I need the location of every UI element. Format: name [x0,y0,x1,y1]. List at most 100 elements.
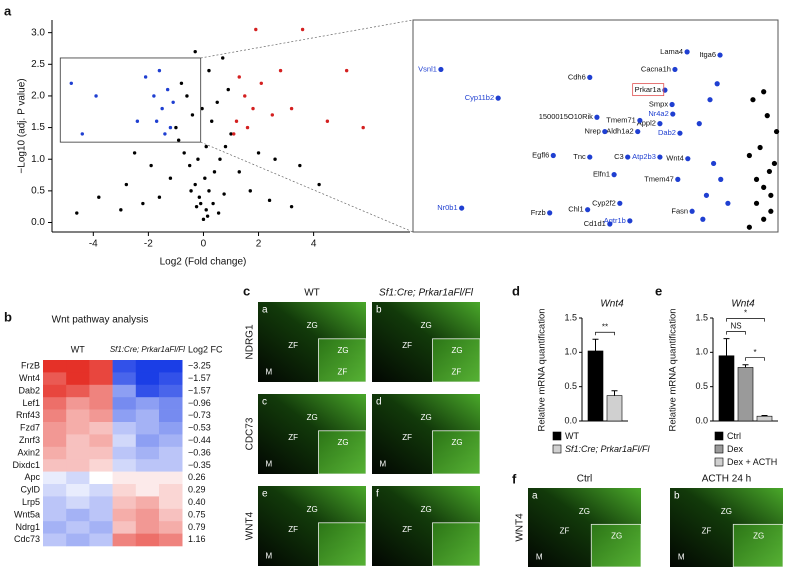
point [270,113,275,117]
y-tick-label: 2.5 [31,59,45,70]
column-title: ACTH 24 h [702,474,751,485]
heat-cell [43,384,67,398]
region-label: ZG [307,505,318,514]
point [197,195,202,199]
heat-cell [112,372,137,386]
legend-swatch [714,431,724,441]
heat-cell [66,508,90,522]
heat-cell [112,434,137,448]
gene-label: Chl1 [568,205,583,214]
y-tick-label: 1.5 [695,312,708,322]
point [761,216,767,222]
point [696,121,702,127]
point [160,106,164,111]
point [210,119,214,123]
y-tick-label: 3.0 [31,27,45,38]
y-tick-label: 0.5 [695,381,708,391]
heat-cell [135,471,160,485]
inset [318,430,367,475]
heat-cell [66,360,90,373]
gene-label: Cdh6 [568,72,586,81]
point [215,100,219,104]
gene-point [459,205,465,211]
heat-cell [159,484,183,497]
sig-bracket [726,318,765,322]
inset-label: ZF [337,368,347,377]
y-tick-label: 0.0 [31,217,45,228]
heat-cell [135,508,160,522]
gene-label: C3 [614,152,624,161]
point [163,132,167,136]
point [212,170,217,174]
bar [737,367,754,422]
heat-cell [159,471,183,485]
sub-letter: a [532,491,538,502]
point [718,176,724,182]
heat-cell [112,459,137,472]
region-label: ZF [402,525,412,534]
y-tick-label: 0.0 [564,415,577,425]
point [700,216,706,222]
point [256,151,261,155]
row-label: Znrf3 [19,435,40,445]
sig-bracket [726,331,746,335]
point [199,201,203,206]
point [157,195,162,199]
fc-label: −0.73 [188,410,211,420]
heat-cell [112,422,137,435]
heat-cell [135,521,160,534]
heat-cell [66,484,90,497]
fc-label: −0.36 [188,447,211,457]
legend-label: WT [565,431,579,441]
heat-cell [89,360,113,373]
legend-label: Ctrl [727,431,741,441]
sub-letter: e [262,489,268,500]
y-tick-label: 1.0 [31,154,45,165]
gene-point [635,128,641,135]
point [768,192,774,198]
inset [432,338,481,383]
fc-label: −0.35 [188,460,211,470]
heat-cell [66,397,90,410]
gene-label: Tmem47 [644,174,674,183]
heat-cell [89,533,113,547]
gene-point [675,176,681,182]
fc-label: 1.16 [188,534,206,544]
region-label: ZF [288,525,298,534]
point [325,119,330,123]
heat-cell [89,508,113,522]
region-label: M [536,553,543,562]
row-label: CylD [21,485,41,495]
gene-label: Egfl6 [532,150,549,159]
x-tick-label: 2 [256,239,262,250]
heat-cell [43,397,67,410]
point [152,94,156,98]
heat-cell [89,484,113,497]
heat-cell [66,372,90,386]
row-label: Dixdc1 [12,460,40,470]
gene-point [625,154,631,160]
gene-label: Tnc [573,152,586,161]
point [157,68,162,73]
panel-letter: a [4,3,12,18]
zoom-frame [412,19,779,233]
point [193,182,197,187]
inset [432,430,481,475]
gene-label: Cacna1h [641,64,671,73]
point [757,144,763,151]
legend-label: Sf1:Cre; Prkar1aFl/Fl [565,444,651,454]
point [204,144,208,149]
point [725,200,731,206]
point [176,138,181,142]
gene-label: Prkar1a [635,85,662,94]
fc-label: −0.53 [188,423,211,433]
gene-point [585,207,591,213]
y-tick-label: 0.5 [31,186,45,197]
row-title: WNT4 [515,513,526,542]
point [746,152,752,159]
region-label: ZG [421,413,432,422]
point [205,214,210,218]
y-tick-label: 1.0 [695,347,708,357]
legend-swatch [714,457,724,467]
point [207,68,211,73]
